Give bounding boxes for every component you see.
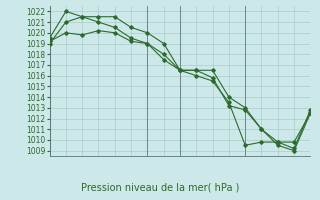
Text: Pression niveau de la mer( hPa ): Pression niveau de la mer( hPa ) <box>81 182 239 192</box>
